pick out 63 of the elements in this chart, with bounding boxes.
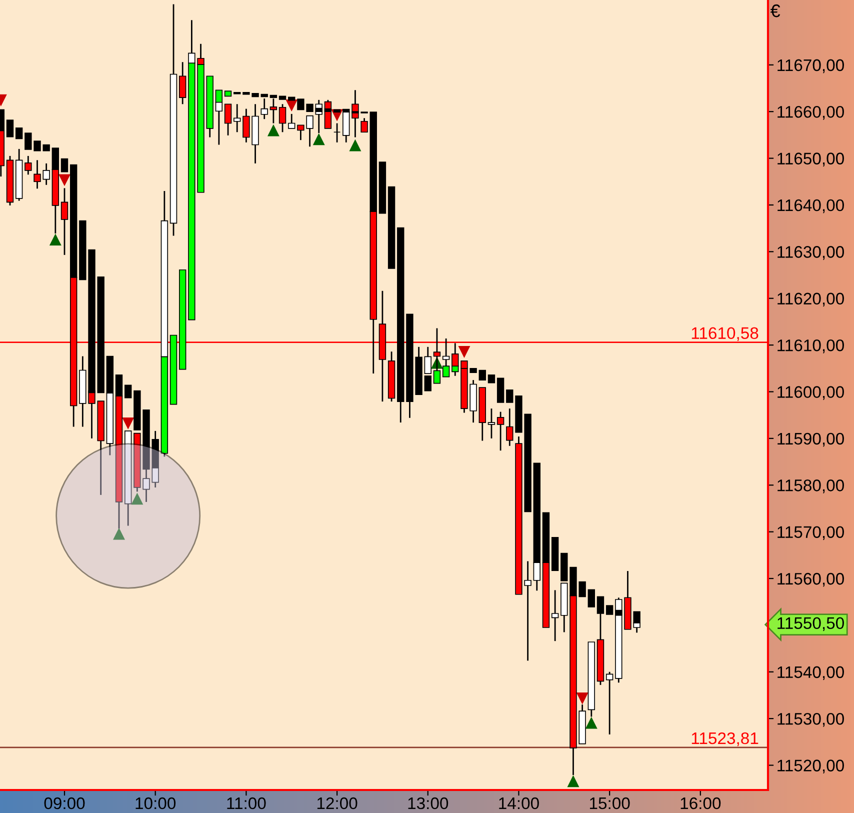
candlestick bbox=[488, 408, 496, 440]
point bbox=[586, 718, 597, 729]
point bbox=[122, 417, 134, 429]
point bbox=[568, 776, 579, 788]
y-tick-label: 11590,00 bbox=[778, 432, 844, 447]
y-tick-label: 11580,00 bbox=[778, 480, 844, 494]
candlestick bbox=[506, 389, 514, 403]
candlestick bbox=[506, 408, 514, 447]
y-tick-label: 11560,00 bbox=[778, 572, 844, 587]
x-tick-label: 14:00 bbox=[499, 797, 539, 810]
y-tick-label: 11670,00 bbox=[778, 59, 844, 74]
candlestick bbox=[588, 589, 595, 608]
point bbox=[132, 494, 143, 505]
candlestick bbox=[496, 411, 504, 452]
point bbox=[458, 346, 470, 358]
y-tick-label: 11530,00 bbox=[778, 712, 844, 727]
x-tick-label: 13:00 bbox=[408, 797, 448, 810]
candlestick bbox=[615, 596, 622, 684]
y-tick-label: 11600,00 bbox=[778, 386, 844, 400]
candlestick bbox=[234, 103, 241, 133]
candlestick bbox=[278, 103, 286, 133]
point bbox=[576, 692, 588, 704]
x-tick-label: 12:00 bbox=[317, 797, 358, 810]
candlestick bbox=[442, 338, 450, 378]
ref-line-label: 11610,58 bbox=[692, 327, 758, 342]
candlestick bbox=[124, 384, 132, 398]
candlestick bbox=[60, 158, 68, 172]
candlestick bbox=[288, 113, 296, 130]
y-axis-title: € bbox=[770, 4, 780, 18]
y-tick-label: 11650,00 bbox=[778, 152, 844, 166]
ref-line-label: 11523,81 bbox=[692, 732, 758, 746]
y-tick-label: 11630,00 bbox=[778, 246, 844, 260]
y-tick-label: 11540,00 bbox=[778, 666, 844, 680]
candlestick bbox=[360, 117, 368, 133]
candlestick bbox=[224, 103, 232, 136]
y-tick-label: 11660,00 bbox=[778, 106, 844, 120]
y-tick-label: 11610,00 bbox=[778, 339, 844, 354]
candlestick bbox=[6, 120, 14, 138]
candlestick bbox=[551, 589, 559, 642]
candlestick bbox=[60, 187, 68, 256]
y-tick-label: 11570,00 bbox=[778, 526, 844, 540]
point bbox=[113, 528, 125, 540]
point bbox=[58, 174, 70, 186]
candlestick bbox=[24, 155, 32, 176]
y-tick-label: 11550,50 bbox=[778, 617, 844, 632]
x-tick-label: 15:00 bbox=[590, 797, 630, 810]
point bbox=[268, 125, 279, 136]
y-tick-label: 11620,00 bbox=[778, 292, 844, 307]
candlestick bbox=[606, 671, 614, 736]
candlestick bbox=[260, 98, 268, 120]
x-tick-label: 11:00 bbox=[227, 797, 266, 810]
x-tick-label: 09:00 bbox=[44, 797, 85, 810]
y-tick-label: 11520,00 bbox=[778, 760, 844, 774]
candlestick bbox=[478, 370, 486, 380]
y-tick-label: 11640,00 bbox=[778, 199, 844, 214]
candlestick bbox=[179, 61, 186, 105]
x-tick-label: 16:00 bbox=[680, 797, 721, 810]
point bbox=[50, 234, 61, 246]
candlestick bbox=[333, 122, 341, 144]
point bbox=[350, 140, 361, 152]
x-tick-label: 10:00 bbox=[136, 797, 176, 810]
point bbox=[313, 134, 324, 146]
candlestick bbox=[15, 128, 23, 140]
